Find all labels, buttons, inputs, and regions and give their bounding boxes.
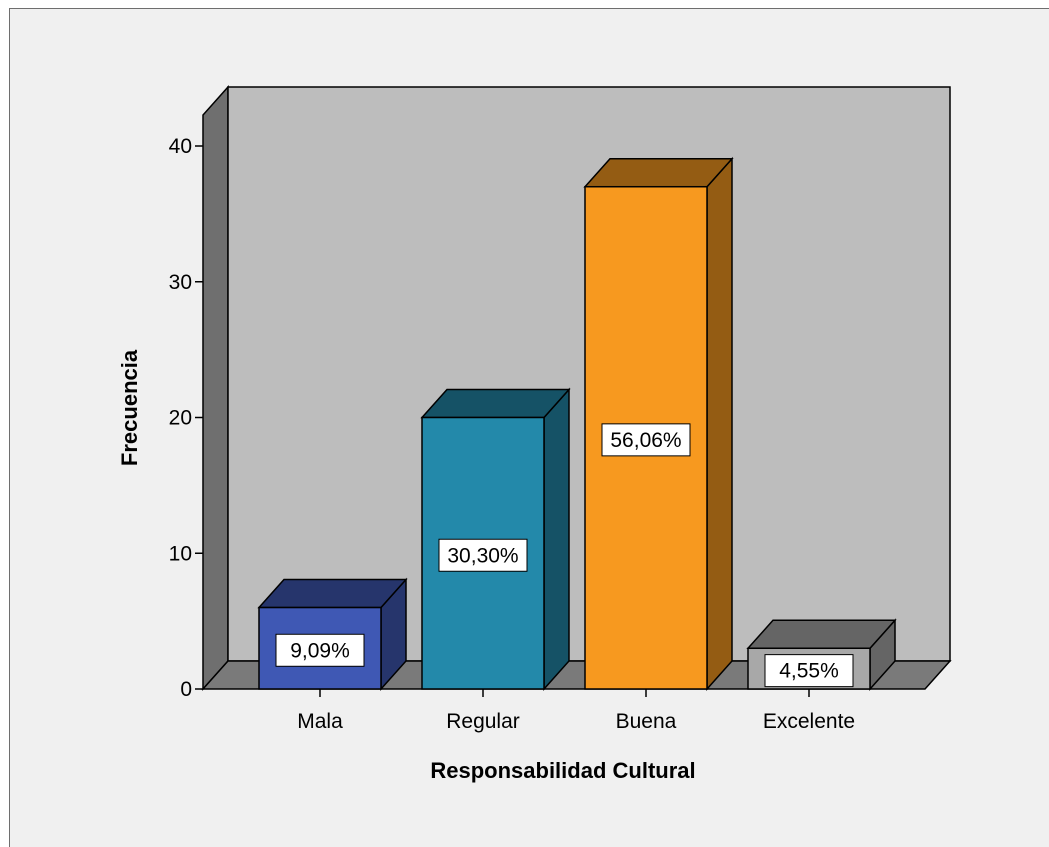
data-label: 56,06% [610, 429, 681, 452]
left-wall [202, 85, 229, 691]
category-label: Buena [616, 710, 677, 733]
category-label: Regular [446, 710, 520, 733]
bar-top [746, 619, 897, 650]
category-label: Mala [297, 710, 343, 733]
category-label: Excelente [763, 710, 855, 733]
category-labels: Mala Regular Buena Excelente [297, 689, 855, 733]
data-label-box [764, 654, 854, 688]
y-tick-label: 30 [169, 271, 192, 294]
data-label: 9,09% [290, 639, 350, 662]
y-tick-label: 0 [180, 678, 192, 701]
bar-top [583, 157, 734, 188]
x-axis-title: Responsabilidad Cultural [430, 758, 695, 783]
bar-side [706, 156, 733, 691]
y-axis-title: Frecuencia [117, 349, 142, 466]
y-tick-label: 40 [169, 135, 192, 158]
data-label: 4,55% [779, 660, 839, 683]
bar-side [543, 387, 570, 691]
data-label-box [275, 633, 365, 667]
data-label-box [438, 538, 528, 572]
data-label-box [601, 423, 691, 457]
y-tick-label: 10 [169, 542, 192, 565]
y-tick-label: 20 [169, 407, 192, 430]
data-label: 30,30% [447, 544, 518, 567]
bar-top [257, 578, 408, 609]
bar-top [420, 388, 571, 419]
y-axis: 0 10 20 30 40 [169, 135, 203, 701]
bars: 9,09% 30,30% 56,06% 4,55% [257, 156, 897, 691]
